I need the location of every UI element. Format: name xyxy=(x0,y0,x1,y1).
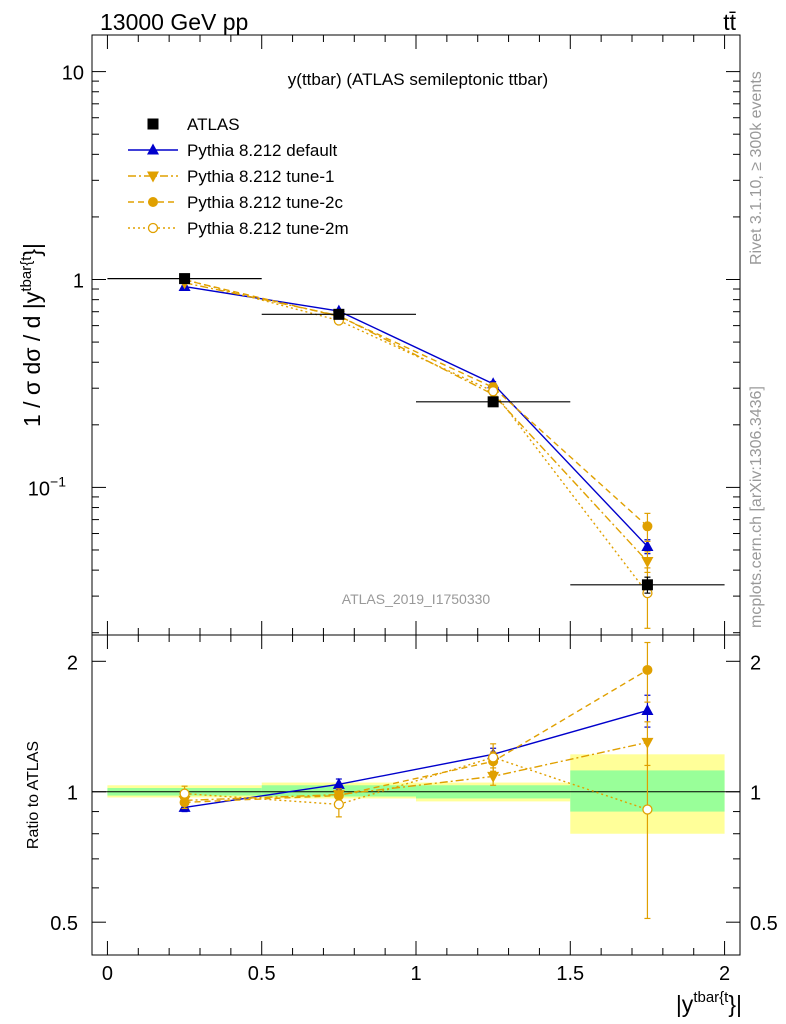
ratio-axis-ticks: 2 2 1 1 0.5 0.5 0 0.5 1 1.5 2 xyxy=(50,635,778,985)
legend-marker-default xyxy=(147,143,159,155)
energy-label: 13000 GeV pp xyxy=(100,9,248,35)
series-line-default xyxy=(184,285,648,547)
ratio-y-tick-label-left: 2 xyxy=(67,652,78,674)
legend-label-tune1: Pythia 8.212 tune-1 xyxy=(187,167,334,186)
ratio-plot-panel: 2 2 1 1 0.5 0.5 0 0.5 1 1.5 2 Ratio to ATLAS |ytba… xyxy=(25,634,778,1017)
x-axis-label: |ytbar{t}| xyxy=(676,989,742,1017)
main-y-tick-label: 1 xyxy=(73,271,84,293)
legend-marker-tune1 xyxy=(147,171,159,183)
main-y-tick-label: 10−1 xyxy=(28,473,66,500)
legend-marker-data xyxy=(147,118,159,130)
ratio-y-tick-label-right: 2 xyxy=(750,652,761,674)
data-point-tune1 xyxy=(641,557,654,569)
x-label-tail: }| xyxy=(728,991,742,1017)
series-line-default xyxy=(184,709,648,809)
data-point-data xyxy=(487,396,499,408)
series-line-tune1 xyxy=(184,282,648,563)
data-point-tune1 xyxy=(487,771,500,783)
x-tick-label: 1.5 xyxy=(556,963,584,985)
main-plot-panel: 10 1 10−1 y(ttbar) (ATLAS semileptonic ttb… xyxy=(18,34,741,636)
data-point-tune2m xyxy=(642,804,653,815)
data-point-default xyxy=(641,539,654,551)
x-tick-label: 0 xyxy=(102,963,113,985)
data-point-tune2c xyxy=(642,664,653,675)
x-tick-label: 2 xyxy=(719,963,730,985)
series-line-tune1 xyxy=(184,741,648,802)
main-y-axis-label: 1 / σ dσ / d |ytbar{t}| xyxy=(18,243,45,427)
main-plot-marks xyxy=(107,273,725,629)
mcplots-label: mcplots.cern.ch [arXiv:1306.3436] xyxy=(748,386,765,628)
legend-marker-tune2m xyxy=(147,222,159,234)
data-point-data xyxy=(179,273,191,285)
ratio-y-tick-label-right: 1 xyxy=(750,783,761,805)
series-line-tune2c xyxy=(184,279,648,527)
series-line-tune2m xyxy=(184,756,648,811)
main-y-label-tail: }| xyxy=(19,243,45,257)
ratio-y-tick-label-right: 0.5 xyxy=(750,913,778,935)
data-point-tune2m xyxy=(179,788,190,799)
rivet-label: Rivet 3.1.10, ≥ 300k events xyxy=(748,71,765,265)
analysis-watermark: ATLAS_2019_I1750330 xyxy=(342,591,491,607)
main-y-label-sup: tbar{t xyxy=(18,256,35,292)
legend-label-tune2c: Pythia 8.212 tune-2c xyxy=(187,193,343,212)
data-point-tune2m xyxy=(487,752,499,763)
ratio-y-tick-label-left: 0.5 xyxy=(50,913,78,935)
ratio-y-tick-label-left: 1 xyxy=(67,783,78,805)
plot-title: y(ttbar) (ATLAS semileptonic ttbar) xyxy=(288,70,548,89)
x-tick-label: 1 xyxy=(410,963,421,985)
data-point-tune2c xyxy=(642,521,653,532)
data-point-default xyxy=(332,777,345,789)
main-y-tick-sup: −1 xyxy=(50,473,66,489)
legend-label-default: Pythia 8.212 default xyxy=(187,141,338,160)
ratio-y-axis-label: Ratio to ATLAS xyxy=(25,741,42,849)
ratio-plot-marks xyxy=(92,641,740,920)
x-tick-label: 0.5 xyxy=(248,963,276,985)
legend-marker-tune2c xyxy=(148,197,158,207)
data-point-tune2m xyxy=(487,386,499,397)
series-line-tune2c xyxy=(184,669,648,804)
legend-label-data: ATLAS xyxy=(187,115,240,134)
data-point-tune2c xyxy=(179,797,190,808)
data-point-default xyxy=(641,703,654,715)
data-point-tune2m xyxy=(333,799,345,810)
x-label-sup: tbar{t xyxy=(693,989,729,1006)
process-label: tt̄ xyxy=(723,9,736,35)
legend: ATLAS Pythia 8.212 default Pythia 8.212 tu… xyxy=(128,115,349,238)
series-line-tune2m xyxy=(184,278,648,594)
data-point-data xyxy=(641,579,653,591)
main-y-tick-label: 10 xyxy=(62,63,84,85)
x-label-main: |y xyxy=(676,991,694,1017)
data-point-data xyxy=(333,308,345,320)
legend-label-tune2m: Pythia 8.212 tune-2m xyxy=(187,219,349,238)
main-y-label-main: 1 / σ dσ / d |y xyxy=(19,291,45,427)
main-axis-ticks: 10 1 10−1 xyxy=(28,35,740,635)
